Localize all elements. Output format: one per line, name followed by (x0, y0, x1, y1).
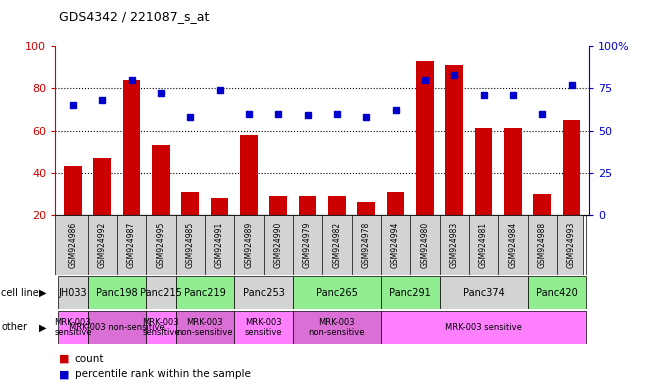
Text: Panc253: Panc253 (243, 288, 284, 298)
Text: GSM924988: GSM924988 (538, 222, 547, 268)
Text: GSM924984: GSM924984 (508, 222, 518, 268)
Text: GSM924990: GSM924990 (274, 222, 283, 268)
Text: GSM924993: GSM924993 (567, 222, 576, 268)
Bar (381, 311, 586, 344)
Text: GDS4342 / 221087_s_at: GDS4342 / 221087_s_at (59, 10, 209, 23)
Bar (533, 194, 551, 215)
Text: Panc420: Panc420 (536, 288, 578, 298)
Text: GSM924987: GSM924987 (127, 222, 136, 268)
Text: GSM924989: GSM924989 (244, 222, 253, 268)
Bar (176, 311, 234, 344)
Bar (234, 276, 293, 309)
Bar (146, 276, 176, 309)
Bar (211, 198, 229, 215)
Text: MRK-003 non-sensitive: MRK-003 non-sensitive (69, 323, 165, 332)
Text: GSM924995: GSM924995 (156, 222, 165, 268)
Bar (416, 61, 434, 215)
Bar (504, 128, 521, 215)
Text: GSM924991: GSM924991 (215, 222, 224, 268)
Text: GSM924983: GSM924983 (450, 222, 459, 268)
Text: GSM924982: GSM924982 (333, 222, 341, 268)
Bar (381, 276, 439, 309)
Bar (146, 311, 176, 344)
Text: GSM924980: GSM924980 (421, 222, 430, 268)
Text: Panc291: Panc291 (389, 288, 431, 298)
Bar (439, 276, 527, 309)
Bar (527, 276, 586, 309)
Text: MRK-003
non-sensitive: MRK-003 non-sensitive (309, 318, 365, 337)
Bar (64, 167, 82, 215)
Text: GSM924986: GSM924986 (68, 222, 77, 268)
Text: other: other (1, 322, 27, 333)
Bar (234, 311, 293, 344)
Text: cell line: cell line (1, 288, 39, 298)
Text: MRK-003
sensitive: MRK-003 sensitive (245, 318, 283, 337)
Bar (88, 276, 146, 309)
Bar (299, 196, 316, 215)
Bar (293, 276, 381, 309)
Text: ■: ■ (59, 369, 69, 379)
Text: GSM924981: GSM924981 (479, 222, 488, 268)
Text: ■: ■ (59, 354, 69, 364)
Bar (270, 196, 287, 215)
Text: MRK-003
sensitive: MRK-003 sensitive (54, 318, 92, 337)
Text: GSM924979: GSM924979 (303, 222, 312, 268)
Bar (176, 276, 234, 309)
Text: GSM924992: GSM924992 (98, 222, 107, 268)
Bar (387, 192, 404, 215)
Bar (59, 276, 88, 309)
Bar (293, 311, 381, 344)
Text: ▶: ▶ (39, 322, 47, 333)
Bar (88, 311, 146, 344)
Text: Panc219: Panc219 (184, 288, 226, 298)
Bar (59, 311, 88, 344)
Text: MRK-003 sensitive: MRK-003 sensitive (445, 323, 522, 332)
Bar (357, 202, 375, 215)
Bar (445, 65, 463, 215)
Text: GSM924985: GSM924985 (186, 222, 195, 268)
Text: GSM924978: GSM924978 (362, 222, 370, 268)
Bar (562, 120, 580, 215)
Text: MRK-003
sensitive: MRK-003 sensitive (142, 318, 180, 337)
Text: Panc198: Panc198 (96, 288, 138, 298)
Text: Panc215: Panc215 (140, 288, 182, 298)
Text: Panc374: Panc374 (463, 288, 505, 298)
Text: GSM924994: GSM924994 (391, 222, 400, 268)
Bar (328, 196, 346, 215)
Text: Panc265: Panc265 (316, 288, 358, 298)
Text: JH033: JH033 (59, 288, 87, 298)
Bar (152, 146, 170, 215)
Text: percentile rank within the sample: percentile rank within the sample (75, 369, 251, 379)
Text: MRK-003
non-sensitive: MRK-003 non-sensitive (176, 318, 233, 337)
Bar (475, 128, 492, 215)
Bar (123, 80, 141, 215)
Bar (94, 158, 111, 215)
Bar (240, 135, 258, 215)
Bar (182, 192, 199, 215)
Text: ▶: ▶ (39, 288, 47, 298)
Text: count: count (75, 354, 104, 364)
